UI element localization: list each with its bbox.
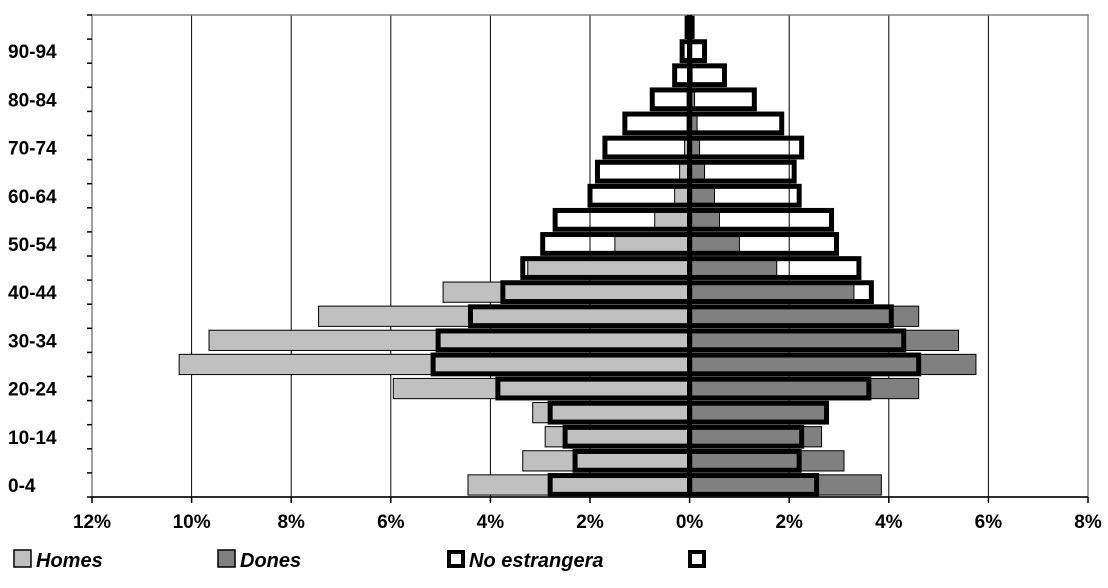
legend: Homes Dones No estrangera (13, 549, 706, 572)
outline-bar-no-estrangera (594, 159, 693, 184)
legend-swatch-homes (13, 549, 32, 568)
y-tick-label: 0-4 (8, 476, 36, 497)
y-tick-labels: 0-4 10-14 20-24 30-34 40-44 50-54 60-64 70-74 80… (8, 42, 57, 497)
outline-bar-unnamed-series (687, 87, 757, 112)
y-tick-label: 40-44 (8, 283, 57, 304)
y-tick-label: 80-84 (8, 90, 57, 111)
y-tick-label: 60-64 (8, 187, 57, 208)
y-tick-label: 70-74 (8, 139, 57, 160)
outline-bar-unnamed-series (687, 159, 797, 184)
legend-label-homes: Homes (36, 550, 103, 572)
x-tick-label: 6% (975, 512, 1003, 533)
x-tick-labels: 12% 10% 8% 6% 4% 2% 0% 2% 4% 6% 8% (73, 512, 1102, 533)
x-tick-label: 6% (377, 512, 405, 533)
legend-swatch-no-estrangera (447, 550, 465, 568)
legend-swatch-dones (217, 549, 236, 568)
x-tick-label: 2% (775, 512, 803, 533)
y-tick-label: 90-94 (8, 42, 57, 63)
outline-bar-no-estrangera (602, 135, 693, 160)
x-tick-label: 2% (576, 512, 604, 533)
y-tick-label: 30-34 (8, 331, 57, 352)
gridlines (91, 15, 1089, 497)
x-tick-label: 10% (173, 512, 211, 533)
y-tick-label: 10-14 (8, 428, 57, 449)
x-tick-label: 4% (875, 512, 903, 533)
outline-bar-unnamed-series (687, 63, 727, 88)
axes (87, 14, 1089, 503)
x-tick-label: 12% (73, 512, 111, 533)
x-tick-label: 0% (676, 512, 704, 533)
legend-swatch-unnamed-series (688, 550, 706, 568)
x-tick-label: 4% (477, 512, 505, 533)
x-tick-label: 8% (1074, 512, 1102, 533)
outline-bar-no-estrangera (649, 87, 693, 112)
outline-bar-unnamed-series (687, 135, 805, 160)
outline-bars (430, 15, 922, 497)
y-tick-label: 50-54 (8, 235, 57, 256)
legend-label-dones: Dones (240, 550, 301, 572)
outline-bar-unnamed-series (687, 111, 785, 136)
y-tick-label: 20-24 (8, 380, 57, 401)
outline-bar-no-estrangera (622, 111, 693, 136)
legend-label-no-estrangera: No estrangera (469, 550, 604, 572)
x-tick-label: 8% (277, 512, 305, 533)
